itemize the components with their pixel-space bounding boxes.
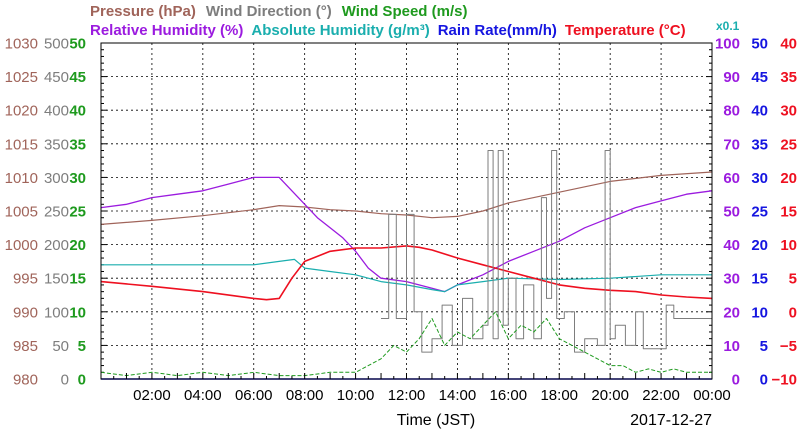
y-tick-pressure: 1020: [5, 103, 38, 120]
x-tick-label: 20:00: [591, 387, 629, 404]
y-tick-relative_humidity: 30: [723, 271, 740, 288]
y-tick-temperature: 5: [789, 271, 797, 288]
x-tick-label: 10:00: [337, 387, 375, 404]
y-tick-rain_rate: 40: [751, 103, 768, 120]
y-tick-wind_speed: 10: [69, 304, 86, 321]
x-tick-label: 04:00: [184, 387, 222, 404]
y-tick-wind_direction: 200: [44, 237, 69, 254]
y-tick-wind_speed: 30: [69, 170, 86, 187]
y-tick-wind_direction: 350: [44, 136, 69, 153]
y-tick-rain_rate: 0: [760, 372, 768, 389]
legend-relative_humidity: Relative Humidity (%): [90, 22, 243, 39]
y-tick-pressure: 985: [13, 338, 38, 355]
y-tick-wind_speed: 45: [69, 69, 86, 86]
y-tick-rain_rate: 50: [751, 36, 768, 53]
y-tick-wind_direction: 250: [44, 204, 69, 221]
y-tick-temperature: 0: [789, 304, 797, 321]
legend-wind_direction: Wind Direction (°): [206, 3, 332, 20]
y-tick-pressure: 1030: [5, 36, 38, 53]
x-tick-label: 08:00: [286, 387, 324, 404]
y-tick-pressure: 995: [13, 271, 38, 288]
y-tick-wind_speed: 50: [69, 36, 86, 53]
legend-scale-note: x0.1: [716, 19, 740, 33]
legend-rain_rate: Rain Rate(mm/h): [438, 22, 557, 39]
x-axis-label: Time (JST): [397, 412, 476, 429]
y-tick-pressure: 990: [13, 304, 38, 321]
legend-pressure: Pressure (hPa): [90, 3, 196, 20]
y-tick-relative_humidity: 60: [723, 170, 740, 187]
y-tick-wind_direction: 100: [44, 304, 69, 321]
legend-absolute_humidity: Absolute Humidity (g/m³): [251, 22, 429, 39]
y-tick-rain_rate: 25: [751, 204, 768, 221]
y-tick-wind_speed: 25: [69, 204, 86, 221]
x-tick-label: 12:00: [388, 387, 426, 404]
y-tick-rain_rate: 35: [751, 136, 768, 153]
y-tick-wind_direction: 400: [44, 103, 69, 120]
y-tick-rain_rate: 10: [751, 304, 768, 321]
x-tick-label: 18:00: [540, 387, 578, 404]
x-tick-label: 16:00: [490, 387, 528, 404]
x-tick-label: 00:00: [693, 387, 731, 404]
y-tick-pressure: 1000: [5, 237, 38, 254]
y-tick-temperature: 40: [780, 36, 797, 53]
y-tick-wind_direction: 150: [44, 271, 69, 288]
y-tick-wind_direction: 500: [44, 36, 69, 53]
y-tick-temperature: 10: [780, 237, 797, 254]
y-tick-relative_humidity: 40: [723, 237, 740, 254]
x-tick-label: 14:00: [439, 387, 477, 404]
series-wind_direction: [381, 150, 712, 353]
x-axis: 02:00 04:00 06:00 08:00 10:00 12:00 14:00 16:00…: [100, 373, 731, 429]
y-tick-relative_humidity: 80: [723, 103, 740, 120]
y-tick-temperature: −10: [772, 372, 797, 389]
y-tick-relative_humidity: 20: [723, 304, 740, 321]
x-tick-label: 02:00: [133, 387, 171, 404]
y-tick-pressure: 1010: [5, 170, 38, 187]
y-tick-rain_rate: 5: [760, 338, 768, 355]
y-tick-temperature: 30: [780, 103, 797, 120]
y-tick-temperature: 20: [780, 170, 797, 187]
y-tick-relative_humidity: 90: [723, 69, 740, 86]
y-tick-temperature: 25: [780, 136, 797, 153]
y-tick-wind_speed: 40: [69, 103, 86, 120]
y-tick-rain_rate: 45: [751, 69, 768, 86]
date-label: 2017-12-27: [630, 412, 712, 429]
y-tick-rain_rate: 30: [751, 170, 768, 187]
y-tick-rain_rate: 15: [751, 271, 768, 288]
y-tick-temperature: 35: [780, 69, 797, 86]
y-tick-wind_speed: 0: [78, 372, 86, 389]
y-tick-pressure: 1005: [5, 204, 38, 221]
y-tick-wind_speed: 20: [69, 237, 86, 254]
axes: 9809859909951000100510101015102010251030…: [5, 36, 797, 389]
y-tick-temperature: 15: [780, 204, 797, 221]
legend: Pressure (hPa) Wind Direction (°) Wind Spe…: [90, 3, 740, 39]
legend-wind_speed: Wind Speed (m/s): [342, 3, 468, 20]
y-tick-wind_speed: 35: [69, 136, 86, 153]
y-tick-wind_direction: 300: [44, 170, 69, 187]
x-tick-label: 22:00: [642, 387, 680, 404]
y-tick-relative_humidity: 50: [723, 204, 740, 221]
y-tick-pressure: 1015: [5, 136, 38, 153]
y-tick-wind_direction: 0: [61, 372, 69, 389]
y-tick-relative_humidity: 100: [715, 36, 740, 53]
y-tick-pressure: 980: [13, 372, 38, 389]
y-tick-relative_humidity: 10: [723, 338, 740, 355]
y-tick-temperature: −5: [780, 338, 797, 355]
y-tick-relative_humidity: 0: [732, 372, 740, 389]
y-tick-rain_rate: 20: [751, 237, 768, 254]
y-tick-pressure: 1025: [5, 69, 38, 86]
series-absolute_humidity: [101, 258, 712, 293]
legend-temperature: Temperature (°C): [565, 22, 686, 39]
y-tick-relative_humidity: 70: [723, 136, 740, 153]
series-relative_humidity: [100, 176, 713, 293]
y-tick-wind_direction: 450: [44, 69, 69, 86]
y-tick-wind_speed: 5: [78, 338, 86, 355]
x-tick-label: 06:00: [235, 387, 273, 404]
grid: [101, 43, 712, 379]
y-tick-wind_direction: 50: [52, 338, 69, 355]
y-tick-wind_speed: 15: [69, 271, 86, 288]
series-wind_speed: [100, 311, 712, 377]
